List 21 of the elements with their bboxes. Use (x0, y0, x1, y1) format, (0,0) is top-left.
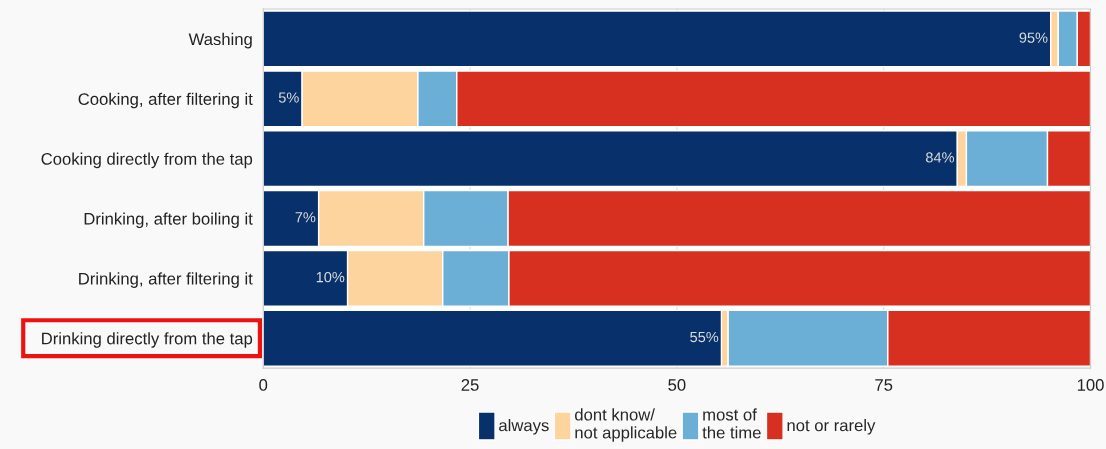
y-tick-label: Drinking directly from the tap (42, 332, 253, 348)
data-label: 10% (316, 271, 345, 283)
legend-label: always (499, 419, 549, 435)
y-tick-label: Cooking, after filtering it (78, 92, 253, 109)
data-label: 55% (690, 331, 719, 343)
y-tick-label: Drinking, after boiling it (84, 212, 253, 229)
legend-label: not or rarely (787, 419, 876, 435)
y-tick-label: Cooking directly from the tap (41, 152, 253, 169)
data-label: 95% (1019, 32, 1048, 43)
data-label: 84% (925, 152, 955, 163)
x-tick-label: 0 (259, 379, 268, 391)
legend-label: most of the time (702, 408, 761, 439)
x-tick-label: 100 (1077, 379, 1104, 391)
legend-label: dont know/ not applicable (575, 408, 677, 442)
data-label: 5% (278, 92, 299, 103)
x-tick-label: 50 (668, 379, 686, 391)
y-tick-label: Washing (188, 32, 252, 49)
x-tick-label: 75 (875, 379, 893, 391)
data-label: 7% (295, 212, 316, 223)
x-tick-label: 25 (461, 379, 479, 391)
y-tick-label: Drinking, after filtering it (79, 272, 253, 288)
